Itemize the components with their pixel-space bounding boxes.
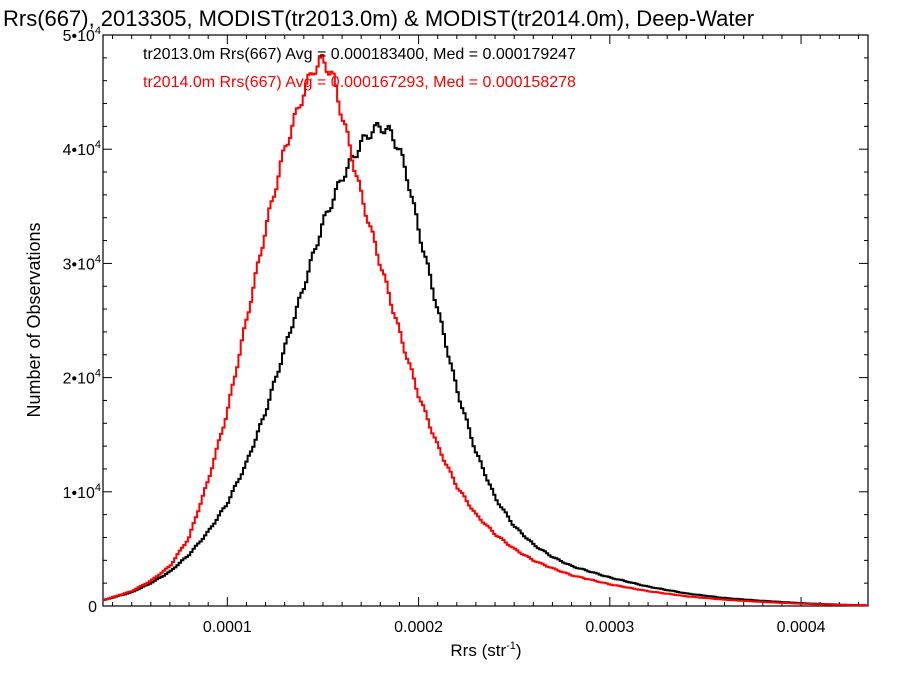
y-tick-label-exp: 4 — [95, 139, 101, 151]
x-axis-label: Rrs (str-1) — [450, 640, 521, 660]
legend: tr2013.0m Rrs(667) Avg = 0.000183400, Me… — [143, 46, 576, 91]
y-tick-label: 1•104 — [63, 482, 101, 502]
y-tick-label: 2•104 — [63, 368, 101, 388]
y-tick-label-base: 5•10 — [63, 28, 95, 45]
y-tick-label-base: 4•10 — [63, 142, 95, 159]
y-axis-label: Number of Observations — [24, 222, 44, 417]
legend-entry-1: tr2014.0m Rrs(667) Avg = 0.000167293, Me… — [143, 74, 576, 91]
series-line-1 — [103, 54, 868, 607]
series-line-0 — [103, 122, 868, 607]
y-tick-label: 4•104 — [63, 139, 101, 159]
plot-frame — [102, 34, 869, 607]
plot-frame-rect — [102, 34, 869, 607]
y-tick-label-base: 2•10 — [63, 371, 95, 388]
chart-title: Rrs(667), 2013305, MODIST(tr2013.0m) & M… — [3, 6, 754, 31]
y-tick-label-base: 3•10 — [63, 256, 95, 273]
y-tick-label: 5•104 — [63, 25, 101, 45]
y-tick-label-base: 1•10 — [63, 485, 95, 502]
x-axis-label-base: Rrs (str — [450, 641, 506, 660]
y-tick-label-exp: 4 — [95, 25, 101, 37]
x-tick-label: 0.0004 — [777, 619, 826, 636]
series-group — [103, 54, 868, 607]
x-axis-label-close: ) — [516, 641, 522, 660]
y-tick-label: 3•104 — [63, 253, 101, 273]
x-tick-label: 0.0003 — [585, 619, 634, 636]
y-tick-label-exp: 4 — [95, 482, 101, 494]
y-tick-label-exp: 4 — [95, 253, 101, 265]
legend-entry-0: tr2013.0m Rrs(667) Avg = 0.000183400, Me… — [143, 46, 576, 63]
x-tick-label: 0.0001 — [203, 619, 252, 636]
x-tick-label: 0.0002 — [394, 619, 443, 636]
x-axis: 0.0001 0.0002 0.0003 0.0004 — [112, 35, 859, 636]
y-tick-label-exp: 4 — [95, 368, 101, 380]
y-tick-label-base: 0 — [88, 599, 97, 616]
x-axis-label-sup: -1 — [506, 640, 516, 652]
y-tick-label: 0 — [88, 599, 97, 616]
